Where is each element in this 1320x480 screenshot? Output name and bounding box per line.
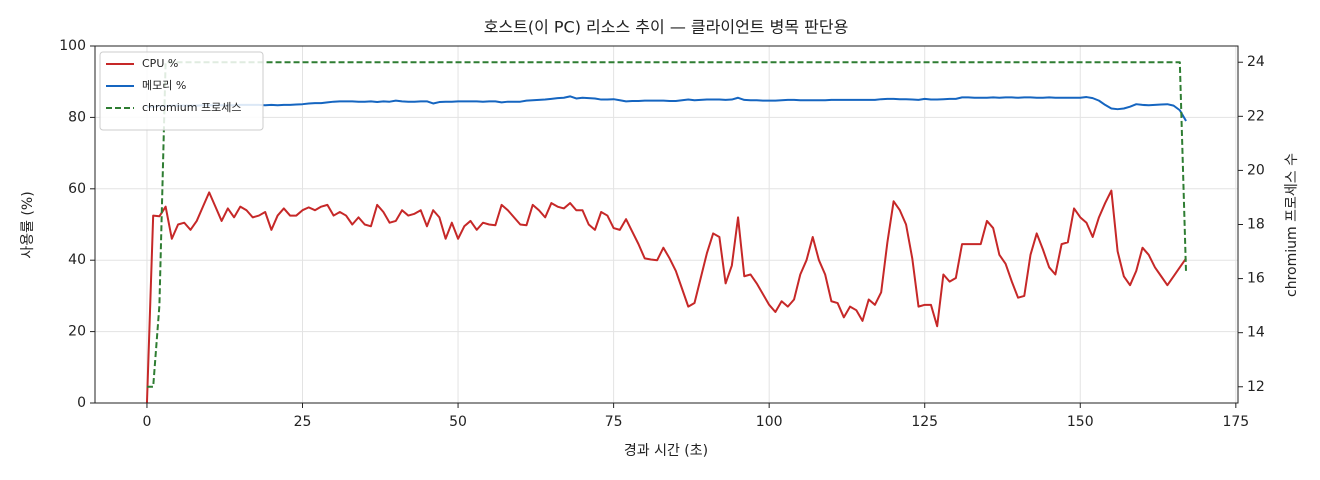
y2-tick-label: 12 — [1247, 379, 1265, 395]
legend-label: chromium 프로세스 — [142, 101, 241, 114]
legend: CPU % 메모리 % chromium 프로세스 — [99, 51, 264, 131]
y-tick-label: 80 — [68, 109, 86, 125]
y2-tick-label: 22 — [1247, 108, 1265, 124]
legend-label: 메모리 % — [142, 79, 186, 92]
y-tick-label: 100 — [59, 38, 86, 54]
y-tick-label: 60 — [68, 181, 86, 197]
y-tick-label: 40 — [68, 252, 86, 268]
y2-tick-label: 14 — [1247, 325, 1265, 341]
y-tick-label: 0 — [77, 395, 86, 411]
y2-axis-label: chromium 프로세스 수 — [1284, 153, 1300, 297]
x-tick-label: 175 — [1222, 414, 1249, 430]
x-tick-label: 25 — [294, 414, 312, 430]
x-tick-label: 150 — [1067, 414, 1094, 430]
y2-tick-label: 16 — [1247, 271, 1265, 287]
x-tick-label: 0 — [142, 414, 151, 430]
y2-tick-label: 18 — [1247, 217, 1265, 233]
x-axis-label: 경과 시간 (초) — [624, 443, 708, 459]
series-line — [146, 61, 1188, 388]
x-tick-label: 100 — [756, 414, 783, 430]
legend-label: CPU % — [142, 57, 178, 70]
x-tick-label: 125 — [911, 414, 938, 430]
legend-box — [99, 51, 264, 131]
y2-tick-label: 24 — [1247, 54, 1265, 70]
series-line — [145, 189, 1187, 404]
x-tick-label: 75 — [605, 414, 623, 430]
x-tick-label: 50 — [449, 414, 467, 430]
series-line — [146, 95, 1187, 122]
y-tick-label: 20 — [68, 324, 86, 340]
chart-title: 호스트(이 PC) 리소스 추이 — 클라이언트 병목 판단용 — [484, 18, 849, 37]
plot-frame — [94, 45, 1239, 404]
y2-tick-label: 20 — [1247, 162, 1265, 178]
y-axis-label: 사용률 (%) — [20, 191, 36, 258]
